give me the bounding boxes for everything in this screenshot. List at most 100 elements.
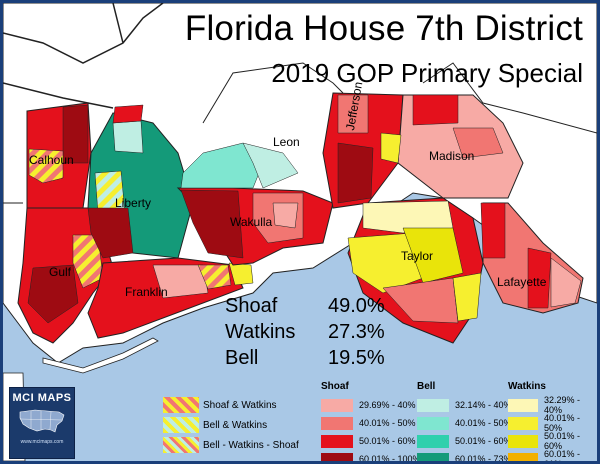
legend-heading: Bell <box>417 381 436 392</box>
taylor-precinct-gold <box>402 227 464 284</box>
combo-label: Bell & Watkins <box>203 420 268 431</box>
swatch-bell-watkins-shoaf <box>163 437 199 453</box>
map-title: Florida House 7th District <box>184 9 583 48</box>
county-label-calhoun: Calhoun <box>29 153 74 167</box>
legend-range: 32.14% - 40% <box>455 400 512 410</box>
combo-label: Shoaf & Watkins <box>203 400 277 411</box>
legend-range: 50.01% - 60% <box>455 436 512 446</box>
legend-swatch <box>321 452 353 461</box>
legend-range: 40.01% - 50% <box>544 413 581 433</box>
county-lines-outside <box>3 62 597 204</box>
legend-item: 32.29% - 40% <box>508 395 597 415</box>
madison-precinct-yellow <box>380 132 402 164</box>
county-label-madison: Madison <box>429 149 475 163</box>
county-label-franklin: Franklin <box>125 285 168 299</box>
lafayette-precinct-red-east <box>527 247 552 309</box>
mci-maps-logo: MCI MAPS www.mcimaps.com <box>9 387 75 459</box>
liberty-south-dark <box>87 207 134 259</box>
taylor-precinct-pink <box>382 277 459 324</box>
legend-item: 50.01% - 60% <box>508 431 597 451</box>
legend-swatch <box>417 452 449 461</box>
liberty-precinct-red <box>112 104 144 124</box>
legend-range: 40.01% - 50% <box>359 418 416 428</box>
legend-range: 50.01% - 60% <box>544 431 581 451</box>
legend-range: 40.01% - 50% <box>455 418 512 428</box>
swatch-shoaf-watkins <box>163 397 199 413</box>
legend-swatch <box>508 398 538 412</box>
legend-item: 50.01% - 60% <box>321 432 421 450</box>
result-candidate: Shoaf <box>225 295 278 317</box>
liberty-precinct-light <box>112 120 144 154</box>
result-row: Bell 19.5% <box>225 345 385 371</box>
combo-label: Bell - Watkins - Shoaf <box>203 440 299 451</box>
legend-swatch <box>508 434 538 448</box>
legend-range: 60.01% - 61% <box>544 449 581 464</box>
legend-swatch <box>417 416 449 430</box>
result-percent: 27.3% <box>328 321 385 343</box>
county-label-taylor: Taylor <box>401 249 434 263</box>
map-subtitle: 2019 GOP Primary Special <box>271 58 583 88</box>
taylor-precinct-yellow-south <box>452 272 482 322</box>
county-label-wakulla: Wakulla <box>230 215 273 229</box>
legend-range: 50.01% - 60% <box>359 436 416 446</box>
usa-map-icon <box>19 409 65 433</box>
district-map <box>3 3 597 461</box>
result-percent: 49.0% <box>328 295 385 317</box>
result-row: Watkins 27.3% <box>225 319 385 345</box>
result-candidate: Bell <box>225 347 259 369</box>
legend-range: 32.29% - 40% <box>544 395 581 415</box>
county-label-liberty: Liberty <box>115 196 152 210</box>
legend-heading: Shoaf <box>321 381 349 392</box>
logo-url: www.mcimaps.com <box>20 439 64 445</box>
legend-item: 60.01% - 100% <box>321 450 421 464</box>
legend-shoaf: Shoaf 29.69% - 40% 40.01% - 50% 50.01% -… <box>321 381 421 464</box>
calhoun-precinct-dark <box>62 104 89 164</box>
madison-precinct-pink <box>452 127 504 159</box>
legend-bell: Bell 32.14% - 40% 40.01% - 50% 50.01% - … <box>417 381 512 464</box>
leon-precinct-lightteal <box>242 142 299 189</box>
franklin-precinct-mixed <box>197 264 232 290</box>
legend-item: 60.01% - 61% <box>508 449 597 464</box>
results-table: Shoaf 49.0% Watkins 27.3% Bell 19.5% <box>225 293 385 371</box>
result-candidate: Watkins <box>225 321 296 343</box>
legend-item: 40.01% - 50% <box>321 414 421 432</box>
legend-item: 50.01% - 60% <box>417 432 512 450</box>
jefferson-precinct-pink <box>337 94 369 134</box>
legend-range: 60.01% - 100% <box>359 454 421 464</box>
swatch-bell-watkins <box>163 417 199 433</box>
lafayette-precinct-red <box>480 202 506 259</box>
county-label-gulf: Gulf <box>49 265 72 279</box>
legend-item: 32.14% - 40% <box>417 396 512 414</box>
barrier-island <box>42 337 159 374</box>
legend-swatch <box>321 434 353 448</box>
legend-range: 29.69% - 40% <box>359 400 416 410</box>
legend-item: 40.01% - 50% <box>508 413 597 433</box>
jefferson-precinct-dark <box>337 142 374 204</box>
legend-range: 60.01% - 73% <box>455 454 512 464</box>
legend-item: 60.01% - 73% <box>417 450 512 464</box>
result-percent: 19.5% <box>328 347 385 369</box>
logo-text: MCI MAPS <box>12 392 72 404</box>
gulf-precinct-dark <box>27 264 79 324</box>
legend-item: 29.69% - 40% <box>321 396 421 414</box>
legend-item: 40.01% - 50% <box>417 414 512 432</box>
wakulla-precinct-light <box>272 202 299 229</box>
result-row: Shoaf 49.0% <box>225 293 385 319</box>
legend-heading: Watkins <box>508 381 546 392</box>
wakulla-precinct-dark <box>180 189 244 259</box>
lafayette-precinct-light <box>550 257 582 308</box>
legend-swatch <box>321 398 353 412</box>
franklin-precinct-light <box>152 264 209 299</box>
county-label-lafayette: Lafayette <box>497 275 547 289</box>
legend-swatch <box>508 416 538 430</box>
calhoun-precinct-mixed <box>28 148 64 184</box>
legend-swatch <box>417 434 449 448</box>
legend-swatch <box>508 452 538 461</box>
legend-swatch <box>417 398 449 412</box>
state-border-line <box>3 3 164 109</box>
madison-precinct-red <box>412 94 459 126</box>
county-label-leon: Leon <box>273 135 300 149</box>
legend-watkins: Watkins 32.29% - 40% 40.01% - 50% 50.01%… <box>508 381 597 464</box>
legend-swatch <box>321 416 353 430</box>
